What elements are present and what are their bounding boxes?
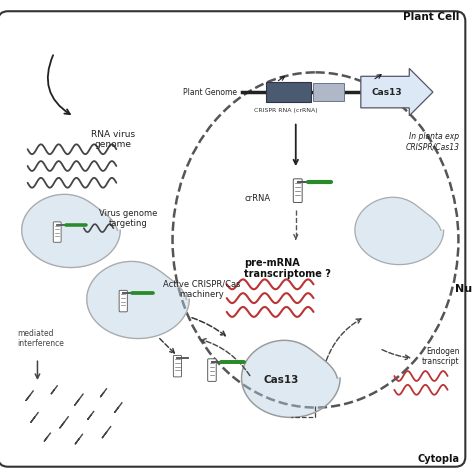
Text: Cas13: Cas13 (371, 88, 402, 97)
FancyBboxPatch shape (0, 11, 465, 467)
FancyBboxPatch shape (266, 82, 310, 102)
Text: pre-mRNA
transcriptome ?: pre-mRNA transcriptome ? (245, 258, 331, 279)
Ellipse shape (173, 73, 458, 408)
FancyBboxPatch shape (208, 359, 216, 382)
FancyBboxPatch shape (53, 222, 61, 242)
Text: crRNA: crRNA (244, 194, 270, 203)
FancyBboxPatch shape (312, 83, 344, 101)
Text: Endogen
transcript: Endogen transcript (422, 346, 459, 366)
Text: Cas13: Cas13 (263, 375, 299, 385)
FancyBboxPatch shape (173, 356, 182, 377)
Text: Plant Cell: Plant Cell (403, 12, 459, 22)
Text: In planta exp
CRISPR/Cas13: In planta exp CRISPR/Cas13 (405, 132, 459, 151)
Text: Nu: Nu (456, 284, 473, 294)
Polygon shape (242, 340, 340, 418)
Polygon shape (355, 197, 444, 264)
Text: RNA virus
genome: RNA virus genome (91, 129, 136, 149)
Text: Active CRISPR/Cas
machinery: Active CRISPR/Cas machinery (164, 280, 241, 299)
Text: Virus genome
targeting: Virus genome targeting (99, 209, 157, 228)
Polygon shape (87, 261, 189, 338)
Polygon shape (22, 194, 120, 267)
Text: mediated
interference: mediated interference (18, 329, 64, 348)
Text: Cytopla: Cytopla (418, 454, 459, 464)
FancyBboxPatch shape (361, 68, 433, 116)
Text: CRISPR RNA (crRNA): CRISPR RNA (crRNA) (254, 108, 318, 113)
FancyBboxPatch shape (293, 179, 302, 202)
Text: Plant Genome: Plant Genome (182, 88, 237, 97)
FancyBboxPatch shape (119, 291, 128, 312)
